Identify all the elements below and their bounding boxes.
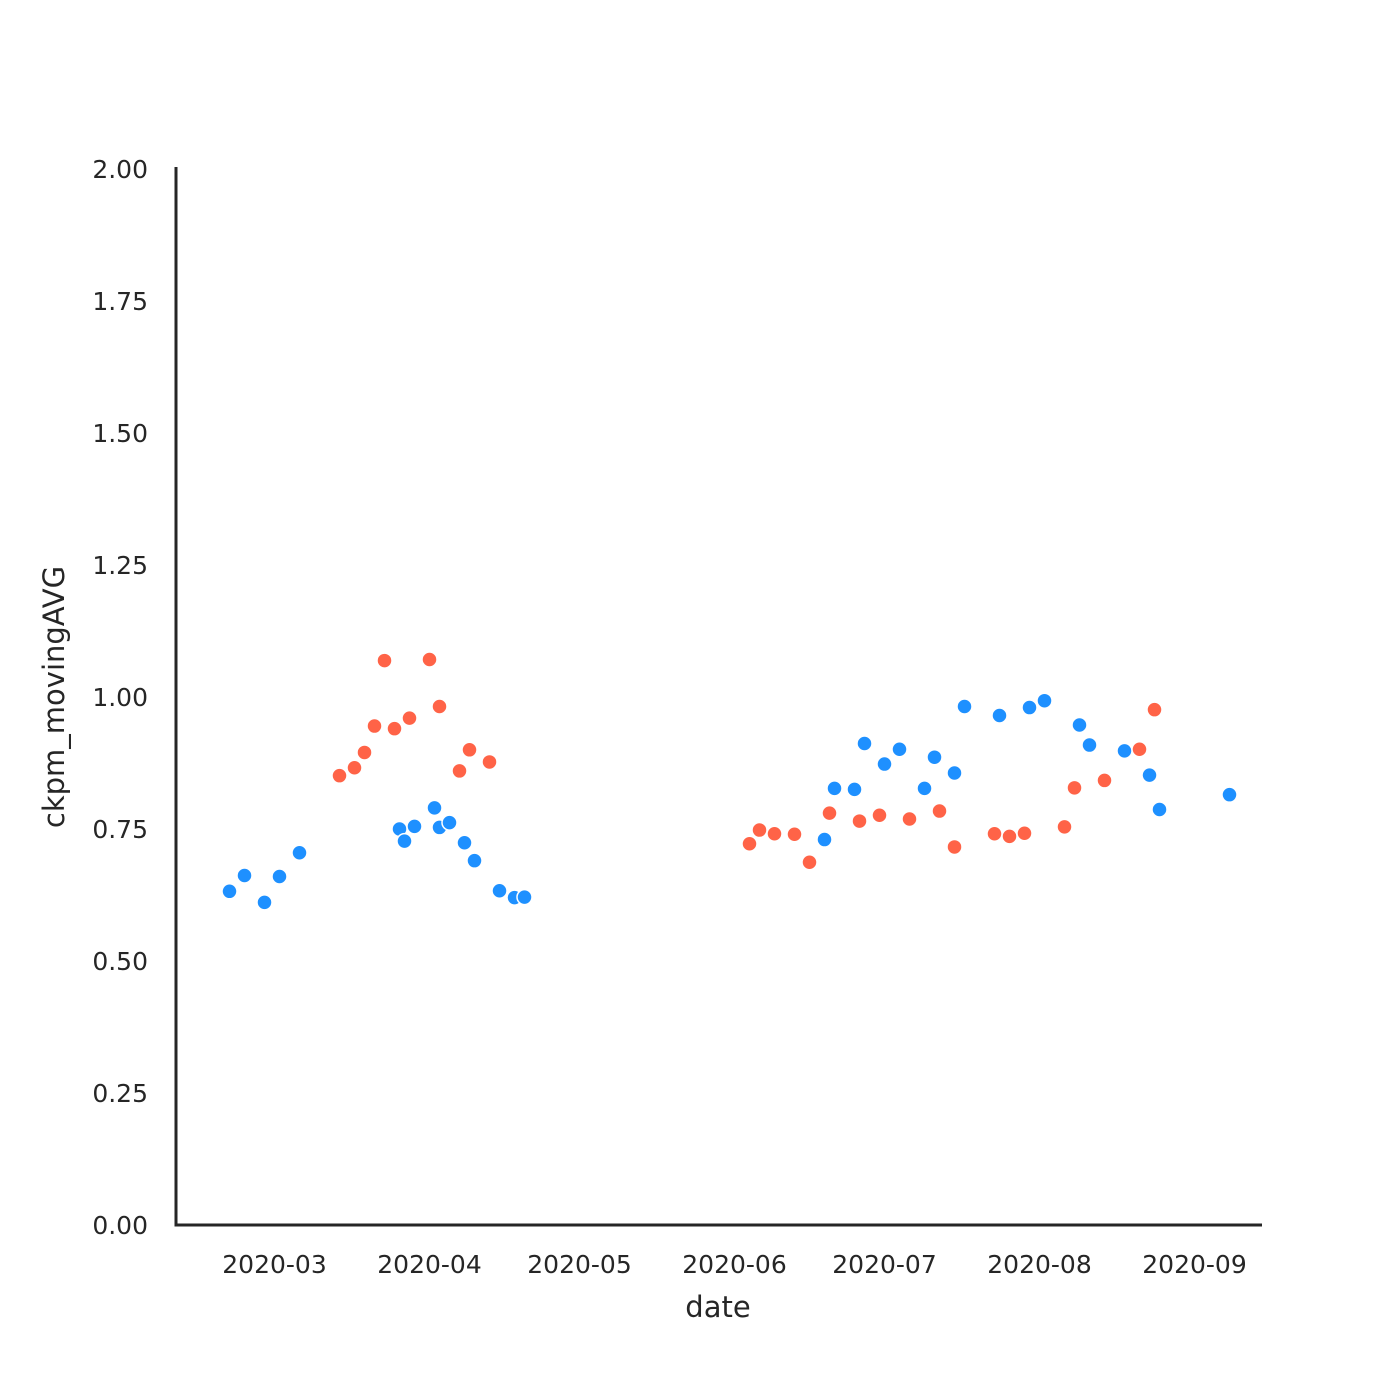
data-point-blue [826, 780, 843, 797]
data-point-red [901, 810, 918, 828]
y-tick-label: 1.50 [92, 419, 148, 448]
data-point-red [751, 821, 768, 839]
data-point-red [1016, 824, 1033, 842]
data-point-blue [256, 894, 273, 911]
data-point-red [421, 651, 438, 668]
data-point-blue [816, 831, 833, 848]
x-tick-label: 2020-07 [832, 1250, 936, 1279]
data-point-red [331, 767, 348, 784]
data-point-red [931, 802, 948, 820]
data-point-blue [926, 748, 943, 766]
data-point-blue [856, 735, 873, 752]
data-point-blue [236, 867, 253, 884]
data-point-blue [1036, 692, 1053, 709]
y-tick-label: 1.25 [92, 551, 148, 580]
data-point-blue [1141, 766, 1158, 784]
data-point-blue [456, 834, 473, 851]
y-tick-label: 0.75 [92, 815, 148, 844]
data-point-blue [956, 698, 973, 715]
x-tick-label: 2020-06 [682, 1250, 786, 1279]
data-point-red [1131, 741, 1148, 758]
data-point-red [356, 744, 373, 761]
data-point-red [851, 812, 868, 830]
data-point-blue [516, 888, 533, 906]
y-tick-label: 1.00 [92, 683, 148, 712]
data-point-red [366, 717, 383, 735]
y-tick-label: 2.00 [92, 155, 148, 184]
data-point-blue [1081, 736, 1098, 754]
data-point-blue [1221, 786, 1238, 803]
x-tick-label: 2020-04 [377, 1250, 481, 1279]
data-point-blue [1071, 716, 1088, 734]
x-tick-label: 2020-05 [527, 1250, 631, 1279]
y-tick-label: 1.75 [92, 287, 148, 316]
data-point-blue [916, 780, 933, 797]
data-point-blue [271, 868, 288, 885]
data-point-red [986, 825, 1003, 843]
data-point-blue [876, 755, 893, 773]
y-tick-label: 0.25 [92, 1079, 148, 1108]
data-point-red [946, 838, 963, 856]
data-point-red [1066, 779, 1083, 797]
x-axis-ticks: 2020-03 2020-04 2020-05 2020-06 2020-07 2020-… [222, 1250, 1246, 1279]
data-point-red [871, 807, 888, 824]
data-point-blue [946, 764, 963, 782]
data-points [221, 651, 1238, 911]
y-tick-label: 0.50 [92, 947, 148, 976]
data-point-red [766, 825, 783, 843]
data-point-blue [891, 741, 908, 758]
x-tick-label: 2020-09 [1142, 1250, 1246, 1279]
y-axis-title: ckpm_movingAVG [37, 566, 71, 828]
y-tick-label: 0.00 [92, 1211, 148, 1240]
data-point-blue [1021, 699, 1038, 716]
data-point-blue [426, 799, 443, 817]
data-point-red [786, 826, 803, 843]
data-point-red [1146, 701, 1163, 718]
data-point-red [386, 720, 403, 737]
data-point-blue [291, 844, 308, 862]
data-point-blue [221, 883, 238, 900]
data-point-red [431, 698, 448, 715]
data-point-blue [1116, 742, 1133, 760]
data-point-blue [441, 814, 458, 831]
data-point-blue [466, 852, 483, 869]
data-point-red [481, 753, 498, 771]
data-point-blue [396, 832, 413, 850]
data-point-red [461, 741, 478, 759]
data-point-red [401, 709, 418, 727]
x-tick-label: 2020-03 [222, 1250, 326, 1279]
data-point-blue [846, 781, 863, 798]
data-point-blue [491, 882, 508, 900]
data-point-red [741, 835, 758, 853]
data-point-blue [991, 707, 1008, 724]
data-point-red [801, 854, 818, 871]
data-point-red [346, 759, 363, 777]
data-point-red [1096, 772, 1113, 789]
data-point-red [1001, 828, 1018, 845]
y-axis-ticks: 0.00 0.25 0.50 0.75 1.00 1.25 1.50 1.75 2.00 [92, 155, 148, 1240]
x-axis-title: date [685, 1290, 750, 1324]
data-point-red [451, 762, 468, 780]
data-point-red [376, 652, 393, 669]
data-point-blue [1151, 801, 1168, 818]
data-point-red [821, 804, 838, 822]
x-tick-label: 2020-08 [987, 1250, 1091, 1279]
data-point-red [1056, 818, 1073, 836]
data-point-blue [406, 818, 423, 835]
